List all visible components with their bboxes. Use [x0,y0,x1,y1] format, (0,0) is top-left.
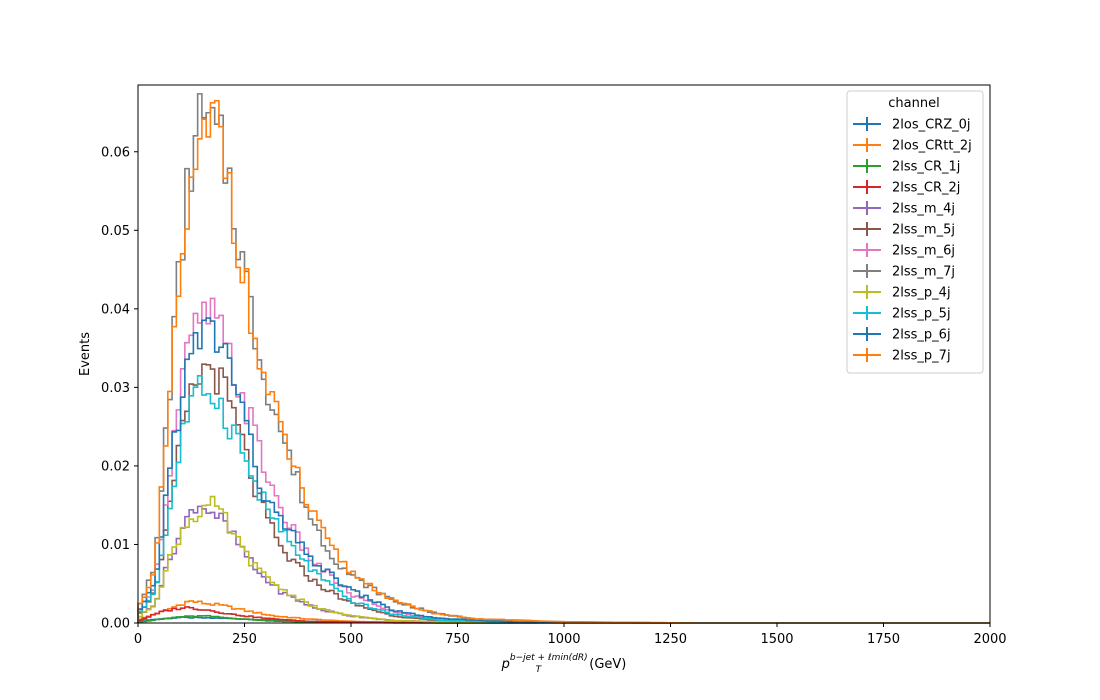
legend-title: channel [888,96,939,111]
legend-label: 2los_CRZ_0j [892,118,971,133]
x-tick-label: 750 [445,632,470,647]
y-tick-label: 0.05 [101,224,130,239]
legend-label: 2lss_m_5j [892,223,955,238]
legend-entry: 2lss_m_5j [853,222,955,238]
y-axis: 0.00 0.01 0.02 0.03 0.04 0.05 0.06 [101,145,138,632]
x-tick-label: 500 [339,632,364,647]
x-axis: 0 250 500 750 1000 1250 1500 1750 2000 [134,623,1007,647]
legend-entry: 2lss_p_4j [853,285,951,301]
legend-label: 2lss_p_7j [892,349,951,364]
legend-entry: 2los_CRZ_0j [853,117,971,133]
legend-entry: 2lss_CR_2j [853,180,960,196]
y-tick-label: 0.01 [101,538,130,553]
x-tick-label: 1000 [547,632,580,647]
x-axis-label: pb−jet + ℓmin(dR) T (GeV) [501,653,627,675]
legend-label: 2lss_m_4j [892,202,955,217]
y-axis-label: Events [78,332,93,376]
x-tick-label: 0 [134,632,142,647]
legend-label: 2lss_p_6j [892,328,951,343]
legend-label: 2los_CRtt_2j [892,139,972,154]
legend: channel 2los_CRZ_0j 2los_CRtt_2j 2lss_CR_1… [846,90,984,374]
y-tick-label: 0.00 [101,617,130,632]
y-tick-label: 0.04 [101,302,130,317]
legend-label: 2lss_p_5j [892,307,951,322]
legend-entry: 2lss_CR_1j [853,159,960,175]
legend-entry: 2lss_p_7j [853,348,951,364]
x-tick-label: 1750 [867,632,900,647]
legend-items: 2los_CRZ_0j 2los_CRtt_2j 2lss_CR_1j 2lss_CR… [853,117,972,364]
x-tick-label: 2000 [973,632,1006,647]
y-tick-label: 0.02 [101,459,130,474]
legend-entry: 2lss_p_5j [853,306,951,322]
legend-label: 2lss_CR_2j [892,181,960,196]
legend-label: 2lss_p_4j [892,286,951,301]
legend-entry: 2lss_m_6j [853,243,955,259]
legend-box [846,90,984,374]
legend-entry: 2lss_m_7j [853,264,955,280]
series-line [137,505,990,624]
series-line [137,375,990,624]
x-tick-label: 250 [232,632,257,647]
x-tick-label: 1250 [654,632,687,647]
x-tick-label: 1500 [760,632,793,647]
legend-entry: 2lss_p_6j [853,327,951,343]
legend-label: 2lss_m_6j [892,244,955,259]
legend-entry: 2lss_m_4j [853,201,955,217]
legend-label: 2lss_CR_1j [892,160,960,175]
legend-label: 2lss_m_7j [892,265,955,280]
y-tick-label: 0.06 [101,145,130,160]
y-tick-label: 0.03 [101,381,130,396]
legend-entry: 2los_CRtt_2j [853,138,972,154]
